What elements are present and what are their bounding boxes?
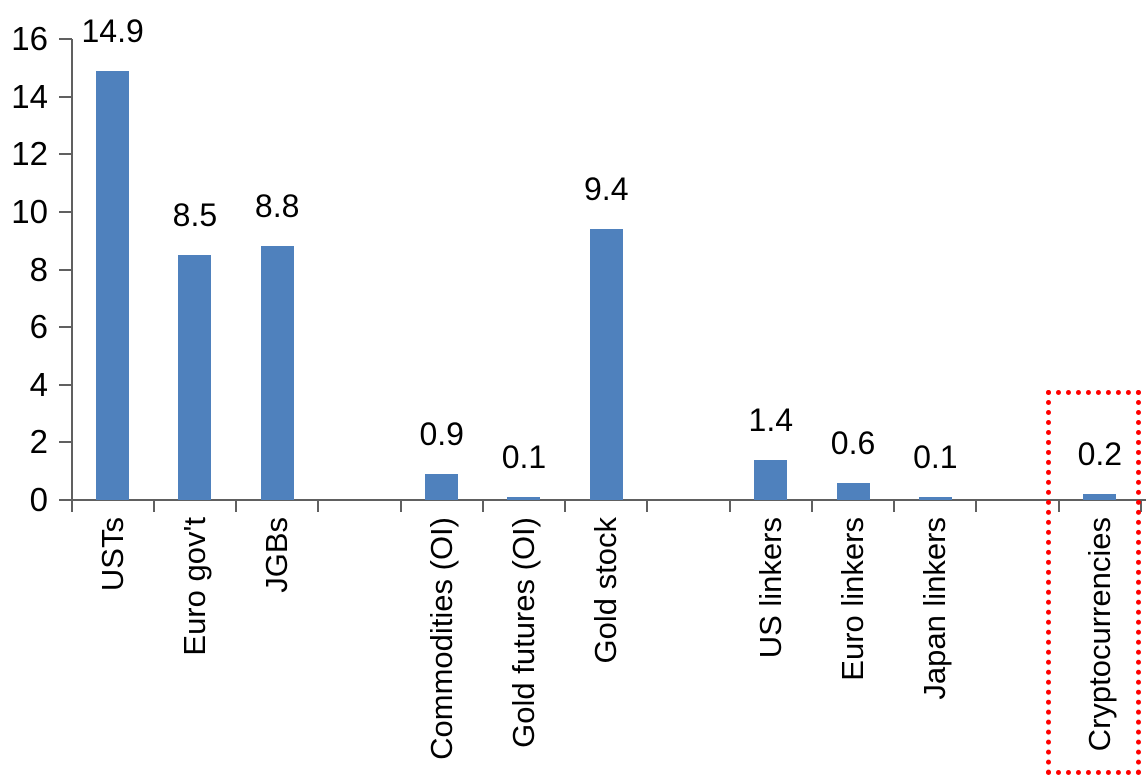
y-axis-tick-label: 10 [11, 192, 48, 230]
category-label: US linkers [752, 517, 788, 659]
value-label: 8.5 [172, 197, 218, 234]
y-axis-tick [58, 210, 72, 213]
y-axis-tick [58, 383, 72, 386]
value-label: 0.1 [913, 439, 958, 476]
category-label: Gold futures (OI) [505, 517, 541, 748]
value-label: 14.9 [81, 12, 144, 49]
y-axis-tick-label: 12 [11, 135, 48, 173]
x-axis-tick [646, 500, 649, 512]
bar [96, 70, 130, 500]
y-axis-tick-label: 4 [29, 365, 48, 403]
y-axis-tick-label: 2 [29, 423, 48, 461]
y-axis-tick-label: 16 [11, 20, 48, 57]
category-label: Euro gov't [176, 517, 212, 656]
x-axis-tick [235, 500, 238, 512]
x-axis-tick [810, 500, 813, 512]
value-label: 1.4 [748, 401, 794, 438]
bar [754, 459, 788, 500]
y-axis-tick [58, 499, 72, 501]
y-axis-tick-label: 0 [29, 481, 48, 518]
category-label: Gold stock [588, 517, 624, 664]
bar [836, 482, 870, 500]
y-axis-tick [58, 326, 72, 329]
x-axis-tick [893, 500, 896, 512]
category-label: Commodities (OI) [423, 517, 459, 760]
category-label: Japan linkers [917, 517, 953, 700]
x-axis-tick [481, 500, 484, 512]
x-axis-tick [1140, 500, 1142, 512]
bar [425, 474, 459, 500]
category-label: USTs [94, 517, 130, 592]
value-label: 8.8 [254, 188, 300, 225]
bar [507, 497, 541, 500]
y-axis-line [70, 39, 73, 512]
bar [178, 255, 212, 500]
bar [589, 229, 623, 500]
x-axis-tick [1057, 500, 1060, 512]
y-axis-tick-label: 8 [29, 250, 48, 288]
y-axis-tick [58, 441, 72, 444]
value-label: 9.4 [584, 171, 629, 208]
bar [918, 497, 952, 500]
y-axis-tick-label: 14 [11, 77, 48, 115]
y-axis-tick [58, 38, 72, 40]
category-label: Euro linkers [835, 517, 871, 681]
bar [1083, 494, 1117, 500]
x-axis-tick [152, 500, 155, 512]
y-axis-tick-label: 6 [29, 308, 48, 346]
category-label: JGBs [259, 517, 295, 593]
x-axis-tick [728, 500, 731, 512]
y-axis-tick [58, 153, 72, 156]
value-label: 0.2 [1077, 436, 1123, 473]
x-axis-tick [975, 500, 978, 512]
x-axis-tick [317, 500, 320, 512]
x-axis-tick [399, 500, 402, 512]
x-axis-tick [564, 500, 567, 512]
y-axis-tick [58, 268, 72, 271]
value-label: 0.1 [501, 439, 547, 476]
x-axis-line [58, 499, 1146, 501]
value-label: 0.6 [830, 424, 876, 461]
y-axis-tick [58, 95, 72, 98]
highlight-box [1046, 390, 1141, 775]
value-label: 0.9 [419, 416, 464, 453]
bar [260, 246, 294, 500]
